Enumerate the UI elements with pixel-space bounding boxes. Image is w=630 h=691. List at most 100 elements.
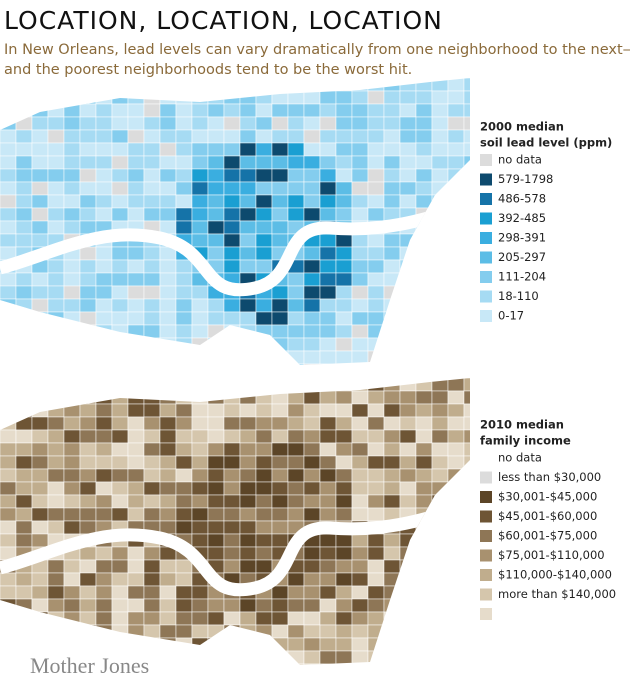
tract	[79, 559, 97, 574]
tract	[335, 494, 353, 509]
tract	[31, 468, 49, 483]
tract	[127, 598, 145, 613]
tract	[175, 220, 193, 235]
tract	[287, 181, 305, 196]
tract	[31, 285, 49, 300]
tract	[335, 285, 353, 300]
tract	[383, 103, 401, 118]
tract	[239, 155, 257, 170]
tract	[95, 207, 113, 222]
tract	[271, 624, 289, 639]
tract	[207, 442, 225, 457]
tract	[47, 311, 65, 326]
tract	[415, 168, 433, 183]
tract	[79, 546, 97, 561]
tract	[239, 520, 257, 535]
tract	[47, 507, 65, 522]
tract	[79, 90, 97, 105]
tract	[15, 142, 33, 157]
title: LOCATION, LOCATION, LOCATION	[4, 6, 443, 35]
tract	[111, 259, 129, 274]
tract	[207, 378, 225, 392]
tract	[271, 78, 289, 92]
tract	[0, 311, 17, 326]
tract	[0, 442, 17, 457]
tract	[463, 259, 470, 274]
tract	[95, 259, 113, 274]
tract	[175, 116, 193, 131]
legend-swatch	[480, 154, 492, 166]
tract	[303, 78, 321, 92]
tract	[79, 481, 97, 496]
tract	[191, 181, 209, 196]
tract	[383, 468, 401, 483]
tract	[303, 442, 321, 457]
tract	[367, 129, 385, 144]
tract	[63, 337, 81, 352]
tract	[223, 416, 241, 431]
tract	[143, 90, 161, 105]
tract	[367, 233, 385, 248]
tract	[383, 168, 401, 183]
tract	[399, 78, 417, 92]
tract	[367, 390, 385, 405]
tract	[303, 324, 321, 339]
tract	[175, 272, 193, 287]
tract	[31, 416, 49, 431]
tract	[287, 455, 305, 470]
tract	[111, 442, 129, 457]
tract	[431, 324, 449, 339]
tract	[0, 429, 17, 444]
tract	[415, 494, 433, 509]
tract	[415, 90, 433, 105]
tract	[31, 572, 49, 587]
legend-label: 205-297	[498, 250, 546, 264]
tract	[191, 598, 209, 613]
tract	[95, 416, 113, 431]
tract	[351, 559, 369, 574]
tract	[31, 181, 49, 196]
tract	[127, 390, 145, 405]
tract	[127, 337, 145, 352]
tract	[15, 390, 33, 405]
tract	[159, 611, 177, 626]
tract	[383, 442, 401, 457]
tract	[79, 416, 97, 431]
tract	[431, 416, 449, 431]
tract	[0, 285, 17, 300]
tract	[431, 246, 449, 261]
tract	[111, 546, 129, 561]
tract	[31, 494, 49, 509]
tract	[255, 378, 273, 392]
tract	[63, 155, 81, 170]
legend-swatch	[480, 471, 492, 484]
tract	[63, 78, 81, 92]
tract	[335, 311, 353, 326]
tract	[47, 520, 65, 535]
tract	[127, 129, 145, 144]
tract	[303, 663, 321, 665]
tract	[15, 572, 33, 587]
tract	[319, 572, 337, 587]
tract	[447, 272, 465, 287]
tract	[383, 181, 401, 196]
tract	[271, 207, 289, 222]
tract	[415, 663, 433, 665]
tract	[367, 103, 385, 118]
tract	[63, 637, 81, 652]
tract	[287, 90, 305, 105]
tract	[15, 168, 33, 183]
tract	[239, 168, 257, 183]
tract	[79, 429, 97, 444]
tract	[383, 559, 401, 574]
tract	[239, 363, 257, 365]
tract	[47, 416, 65, 431]
tract	[271, 403, 289, 418]
tract	[255, 650, 273, 665]
tract	[367, 90, 385, 105]
tract	[431, 103, 449, 118]
tract	[47, 624, 65, 639]
tract	[159, 650, 177, 665]
tract	[335, 194, 353, 209]
tract	[287, 298, 305, 313]
